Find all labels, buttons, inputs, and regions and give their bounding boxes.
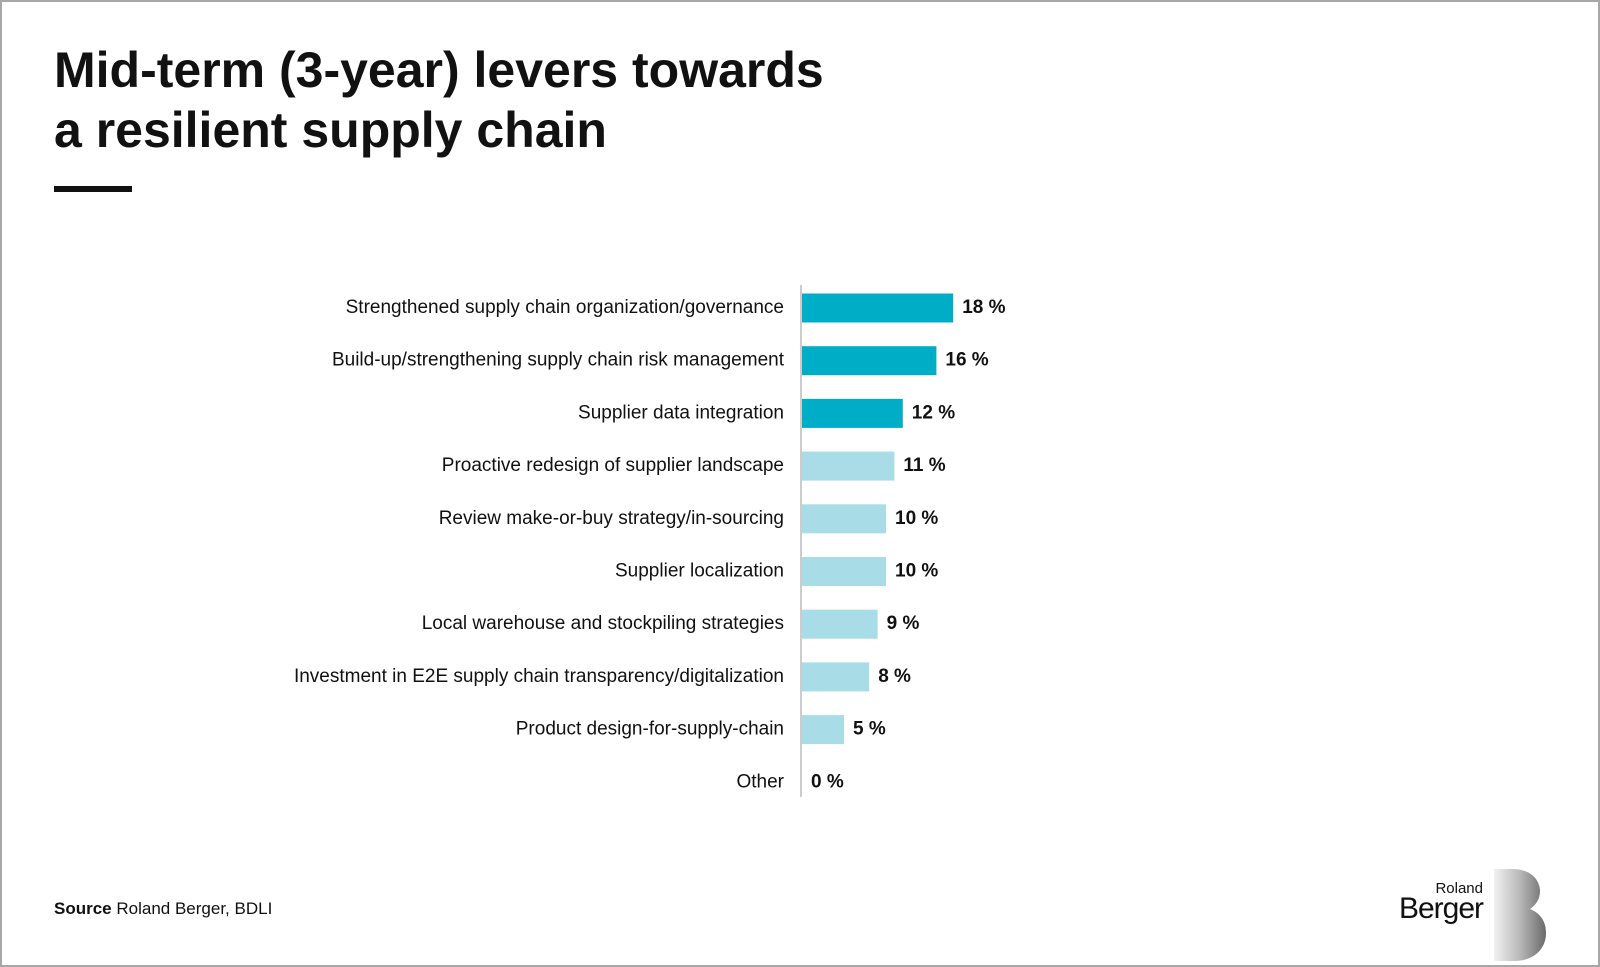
bar (802, 293, 954, 323)
bar (802, 451, 895, 481)
source: Source Roland Berger, BDLI (54, 899, 272, 918)
bar (802, 504, 886, 534)
bar (802, 557, 886, 586)
chart-title: a resilient supply chain (54, 102, 607, 158)
bar (802, 715, 844, 745)
category-label: Supplier localization (615, 561, 784, 582)
category-label: Product design-for-supply-chain (516, 719, 784, 740)
logo-text: Roland (1435, 880, 1483, 897)
category-label: Review make-or-buy strategy/in-sourcing (439, 508, 784, 529)
bar (802, 662, 870, 692)
value-label: 16 % (945, 350, 988, 371)
value-label: 10 % (895, 508, 938, 529)
category-label: Other (736, 771, 784, 792)
logo-text: Berger (1399, 892, 1484, 925)
value-label: 9 % (887, 613, 920, 634)
category-label: Strengthened supply chain organization/g… (346, 297, 784, 318)
value-label: 18 % (962, 297, 1005, 318)
source-text: Roland Berger, BDLI (116, 899, 272, 918)
value-label: 0 % (811, 771, 844, 792)
source-label: Source (54, 899, 112, 918)
title-rule (54, 186, 132, 192)
logo-mark (1494, 869, 1546, 961)
value-label: 12 % (912, 402, 955, 423)
bar (802, 398, 903, 428)
category-label: Investment in E2E supply chain transpare… (294, 666, 784, 687)
category-label: Supplier data integration (578, 402, 784, 423)
bar (802, 609, 878, 639)
value-label: 5 % (853, 719, 886, 740)
value-label: 10 % (895, 561, 938, 582)
value-label: 8 % (878, 666, 911, 687)
chart-title: Mid-term (3-year) levers towards (54, 42, 824, 98)
value-label: 11 % (903, 455, 945, 476)
category-label: Local warehouse and stockpiling strategi… (422, 613, 784, 634)
plot: Strengthened supply chain organization/g… (294, 293, 1006, 792)
category-label: Proactive redesign of supplier landscape (442, 455, 784, 476)
category-label: Build-up/strengthening supply chain risk… (332, 350, 785, 371)
bar (802, 346, 937, 376)
